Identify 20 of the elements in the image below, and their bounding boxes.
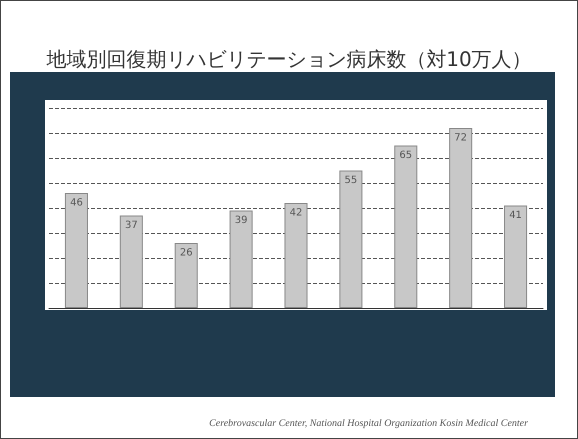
data-label: 41	[509, 210, 522, 221]
data-label: 72	[454, 132, 468, 144]
bar	[64, 193, 88, 308]
data-label: 65	[399, 150, 412, 161]
data-label: 37	[124, 220, 138, 231]
data-label: 39	[234, 215, 248, 226]
bar	[284, 203, 308, 308]
chart-title: 地域別回復期リハビリテーション病床数（対10万人）	[45, 46, 533, 73]
bar	[230, 210, 253, 308]
data-label: 55	[344, 175, 358, 186]
bar	[174, 243, 198, 308]
bar	[120, 216, 143, 308]
data-label: 42	[290, 208, 302, 218]
bar	[449, 128, 472, 308]
data-label: 46	[70, 198, 83, 208]
bar	[394, 146, 418, 308]
text: Cerebrovascular Center, National Hospital Organization Kosin Medical Center	[209, 418, 528, 429]
bar	[339, 170, 362, 308]
bar	[504, 206, 528, 308]
data-label: 26	[180, 248, 193, 258]
